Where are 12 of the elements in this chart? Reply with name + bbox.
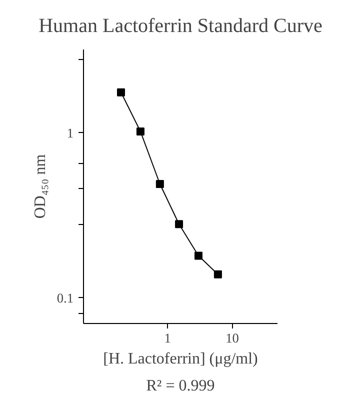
chart-title: Human Lactoferrin Standard Curve	[38, 15, 323, 37]
x-axis-title: [H. Lactoferrin] (μg/ml)	[103, 350, 258, 368]
y-tick-label: 0.1	[56, 290, 74, 306]
point	[136, 127, 144, 136]
point	[116, 88, 125, 96]
point	[194, 252, 202, 260]
point	[214, 270, 222, 278]
text: R² = 0.999	[146, 378, 215, 394]
x-tick-label: 10	[226, 330, 240, 346]
point	[175, 220, 184, 228]
y-axis-title: OD₄₅₀ nm	[32, 154, 49, 219]
point	[156, 180, 164, 188]
